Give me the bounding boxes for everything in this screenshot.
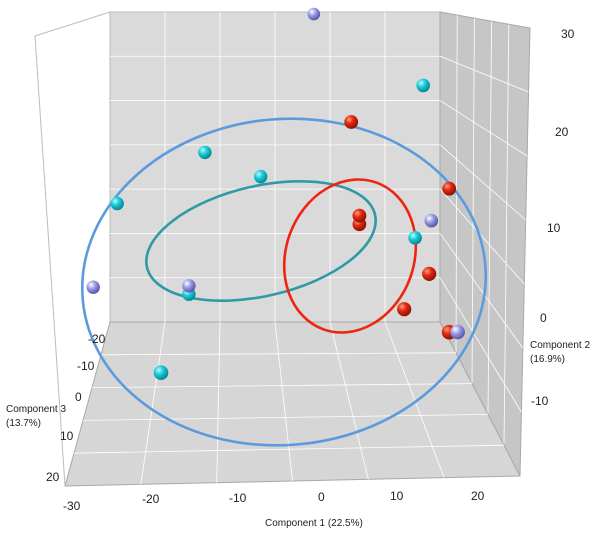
lavender-point xyxy=(424,213,439,228)
z-tick-label: -10 xyxy=(77,359,95,373)
z-tick-label: -20 xyxy=(88,332,106,346)
lavender-point xyxy=(307,7,321,21)
cyan-point xyxy=(416,78,431,93)
x-tick-labels: -30 -20 -10 0 10 20 xyxy=(63,489,485,513)
right-wall-gridline xyxy=(439,233,524,349)
right-wall-gridline xyxy=(439,277,522,413)
right-wall-gridline xyxy=(439,55,529,93)
x-tick-label: -30 xyxy=(63,499,81,513)
cyan-point xyxy=(153,365,169,381)
grid-lines xyxy=(73,12,529,485)
right-wall-gridline xyxy=(455,15,458,353)
right-wall-gridline xyxy=(439,188,525,285)
floor xyxy=(64,321,521,487)
right-wall-gridline xyxy=(487,21,492,414)
right-wall-gridline xyxy=(439,144,526,221)
floor-gridline xyxy=(73,444,505,454)
floor-gridline xyxy=(82,414,489,421)
blue-ellipse xyxy=(80,117,488,447)
lavender-point xyxy=(450,324,465,340)
points-layer xyxy=(86,7,465,381)
floor-gridline xyxy=(384,321,445,478)
right-wall-gridline xyxy=(503,24,510,444)
y-axis-title: Component 2 xyxy=(530,340,590,351)
y-tick-label: 30 xyxy=(561,27,575,41)
floor-gridline xyxy=(91,383,473,388)
y-tick-label: 0 xyxy=(540,311,547,325)
red-ellipse xyxy=(282,178,418,334)
floor-gridline xyxy=(100,352,457,356)
z-tick-label: 10 xyxy=(60,429,74,443)
x-tick-label: 20 xyxy=(471,489,485,503)
floor-gridline xyxy=(274,321,293,482)
z-axis-variance: (13.7%) xyxy=(6,418,41,429)
red-point xyxy=(422,266,437,281)
y-tick-label: 20 xyxy=(555,125,569,139)
cyan-point xyxy=(110,196,124,211)
floor-gridline xyxy=(140,321,166,485)
cyan-point xyxy=(198,145,212,160)
y-tick-labels: 30 20 10 0 -10 xyxy=(531,27,575,408)
x-tick-label: 10 xyxy=(390,489,404,503)
floor-gridline xyxy=(216,321,221,483)
z-tick-labels: -20 -10 0 10 20 xyxy=(46,332,106,484)
y-axis-variance: (16.9%) xyxy=(530,354,565,365)
x-tick-label: -20 xyxy=(142,492,160,506)
lavender-point xyxy=(86,280,100,294)
floor-gridline xyxy=(329,321,369,480)
frame-edge-left xyxy=(34,11,111,487)
x-tick-label: 0 xyxy=(318,490,325,504)
red-point xyxy=(344,115,359,129)
red-point xyxy=(442,181,457,196)
z-axis-title: Component 3 xyxy=(6,404,66,415)
z-tick-label: 0 xyxy=(75,390,82,404)
cyan-point xyxy=(254,169,268,184)
cyan-point xyxy=(408,231,422,245)
right-wall-gridline xyxy=(471,18,475,383)
ellipses-layer xyxy=(80,117,488,447)
x-axis-title: Component 1 (22.5%) xyxy=(265,518,363,529)
y-tick-label: -10 xyxy=(531,394,549,408)
right-wall-gridline xyxy=(439,100,528,157)
teal-ellipse xyxy=(145,179,377,303)
x-tick-label: -10 xyxy=(229,491,247,505)
y-tick-label: 10 xyxy=(547,221,561,235)
red-point xyxy=(397,302,412,317)
lavender-point xyxy=(182,279,196,293)
red-point xyxy=(352,208,367,223)
z-tick-label: 20 xyxy=(46,470,60,484)
